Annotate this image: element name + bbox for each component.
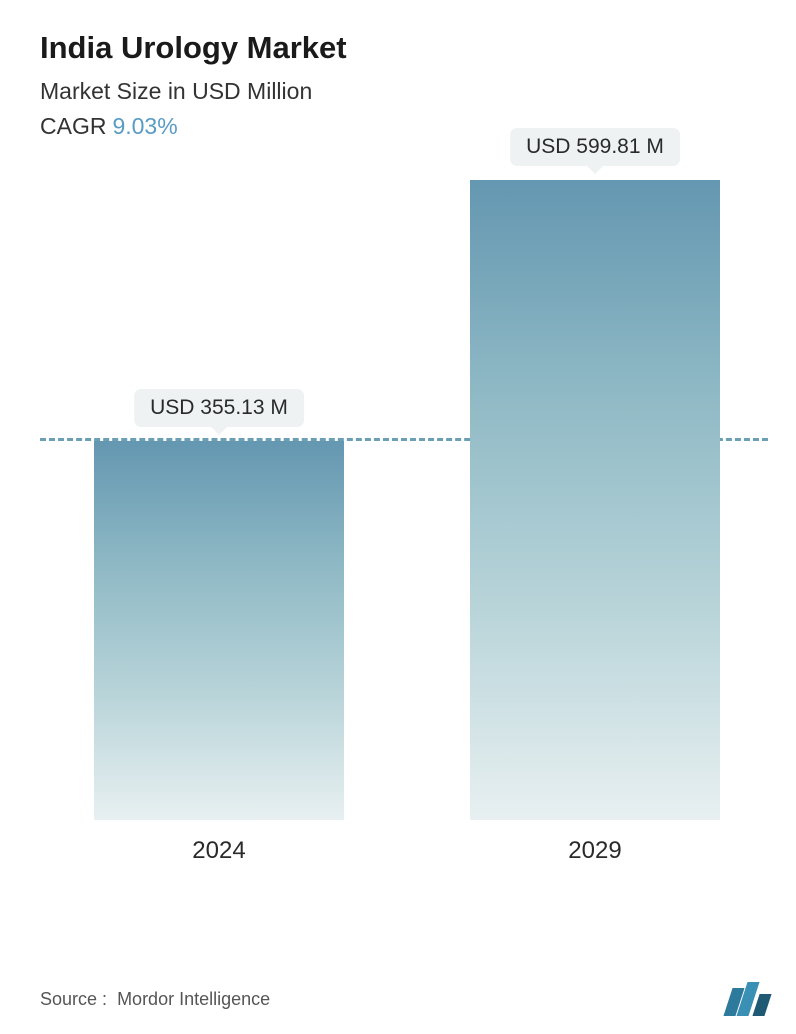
cagr-value: 9.03% [112,113,177,139]
value-label-2029: USD 599.81 M [510,128,680,166]
year-label-2029: 2029 [568,837,621,865]
chart-area: USD 355.13 M2024USD 599.81 M2029 [40,180,768,880]
year-label-2024: 2024 [192,837,245,865]
chart-subtitle: Market Size in USD Million [40,78,768,105]
cagr-label: CAGR [40,113,106,139]
value-label-2024: USD 355.13 M [134,389,304,427]
source-text: Source : Mordor Intelligence [40,989,270,1010]
footer: Source : Mordor Intelligence [40,982,768,1016]
mordor-logo-icon [728,982,768,1016]
source-value: Mordor Intelligence [117,989,270,1009]
chart-title: India Urology Market [40,30,768,66]
source-label: Source : [40,989,107,1009]
bar-2024 [94,441,344,820]
bar-2029 [470,180,720,820]
